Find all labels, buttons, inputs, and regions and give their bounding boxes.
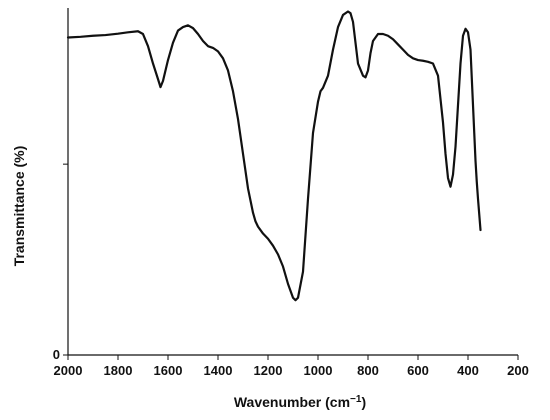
x-tick-label: 1000 <box>304 363 333 378</box>
x-axis-title-sup: −1 <box>350 394 362 405</box>
x-tick-label: 200 <box>507 363 529 378</box>
x-tick-label: 1400 <box>204 363 233 378</box>
x-tick-label: 1600 <box>154 363 183 378</box>
x-tick-label: 1200 <box>254 363 283 378</box>
x-tick-label: 1800 <box>104 363 133 378</box>
y-tick-label: 0 <box>53 347 60 362</box>
y-tick-group: 0 <box>53 163 68 362</box>
x-tick-label: 600 <box>407 363 429 378</box>
x-tick-label: 800 <box>357 363 379 378</box>
plot-area <box>67 8 518 356</box>
x-tick-label: 2000 <box>54 363 83 378</box>
transmittance-series-line <box>66 10 482 302</box>
x-axis-title-main: Wavenumber (cm <box>234 394 350 410</box>
y-axis-title: Transmittance (%) <box>11 146 27 267</box>
x-axis-title-close: ) <box>361 394 366 410</box>
x-axis-title: Wavenumber (cm−1) <box>234 394 366 410</box>
x-tick-group: 2000 1800 1600 1400 1200 1000 800 600 400 200 <box>54 355 529 378</box>
x-tick-label: 400 <box>457 363 479 378</box>
